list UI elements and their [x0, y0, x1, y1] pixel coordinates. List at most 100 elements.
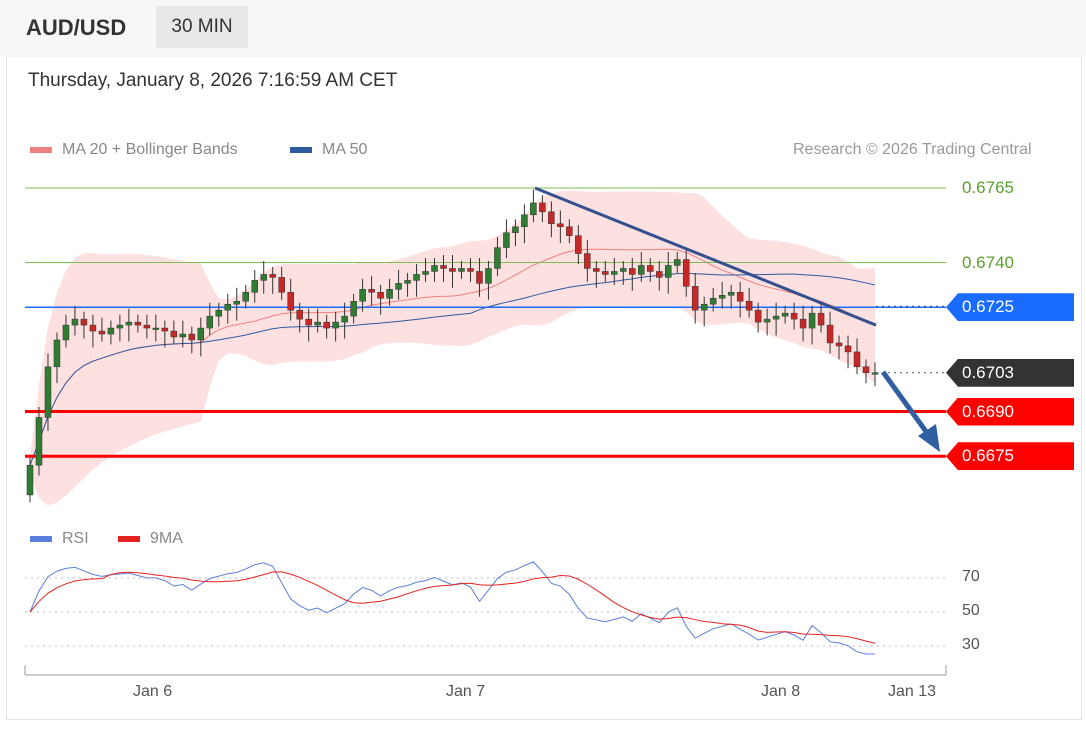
- legend-rsi-label: RSI: [62, 530, 89, 547]
- rsi-axis-label: 70: [962, 568, 980, 585]
- candle-body: [80, 318, 88, 326]
- candle-body: [332, 321, 339, 329]
- candle-body: [458, 268, 465, 272]
- credit: Research © 2026 Trading Central: [793, 141, 1032, 158]
- candle-body: [368, 289, 375, 293]
- candle-body: [359, 289, 366, 302]
- chart-panel: [6, 57, 1082, 720]
- candle-body: [287, 292, 294, 311]
- candle-body: [215, 309, 223, 317]
- candle-body: [377, 292, 384, 299]
- candle-body: [170, 330, 178, 338]
- legend-ma20-label: MA 20 + Bollinger Bands: [62, 141, 238, 158]
- candle-body: [799, 318, 807, 329]
- candle-body: [790, 312, 798, 320]
- candle-body: [682, 259, 690, 287]
- candle-body: [278, 277, 285, 293]
- candle-body: [143, 324, 151, 329]
- candle-body: [638, 265, 645, 275]
- candle-body: [754, 309, 762, 323]
- candle-body: [629, 268, 636, 275]
- candle-body: [611, 271, 618, 275]
- candle-body: [422, 271, 429, 275]
- candle-body: [476, 271, 483, 284]
- level-label-last: 0.6703: [946, 358, 1074, 387]
- candle-body: [242, 292, 249, 302]
- level-label-pivot: 0.6725: [946, 293, 1074, 322]
- candle-body: [835, 342, 843, 347]
- ma20-swatch-icon: [30, 147, 52, 153]
- candle-body: [718, 295, 726, 299]
- x-axis-label: Jan 13: [888, 683, 937, 700]
- candle-body: [224, 303, 232, 311]
- rsi-line: [29, 561, 875, 655]
- candle-body: [341, 315, 348, 323]
- candle-body: [593, 268, 600, 272]
- candle-body: [53, 339, 61, 368]
- candle-body: [413, 274, 420, 281]
- level-label-support: 0.6675: [946, 442, 1074, 471]
- trendline: [534, 186, 877, 327]
- candle-body: [251, 280, 258, 293]
- candle-body: [548, 211, 555, 225]
- legend-rsi-ma: 9MA: [118, 530, 183, 548]
- timestamp: Thursday, January 8, 2026 7:16:59 AM CET: [28, 70, 398, 91]
- timeframe-badge[interactable]: 30 MIN: [156, 6, 248, 48]
- candle-body: [260, 274, 267, 281]
- candle-body: [467, 268, 474, 272]
- candle-body: [71, 318, 79, 326]
- candle-body: [440, 265, 447, 269]
- level-label-resistance: 0.6740: [962, 252, 1014, 272]
- rsi-swatch-icon: [30, 536, 52, 542]
- candle-body: [512, 226, 519, 233]
- candle-body: [745, 300, 753, 311]
- legend-ma50: MA 50: [290, 141, 367, 159]
- candle-body: [691, 286, 699, 311]
- candle-body: [853, 351, 861, 368]
- candle-body: [485, 268, 492, 284]
- candle-body: [584, 253, 591, 269]
- legend-ma20: MA 20 + Bollinger Bands: [30, 141, 238, 159]
- candle-body: [35, 417, 43, 466]
- symbol: AUD/USD: [26, 15, 127, 40]
- candle-body: [566, 226, 573, 236]
- candle-body: [539, 202, 546, 213]
- candle-body: [494, 247, 501, 269]
- candle-body: [844, 345, 852, 353]
- candle-body: [116, 324, 124, 329]
- candle-body: [323, 321, 330, 329]
- candle-body: [709, 298, 717, 305]
- candle-body: [296, 309, 303, 320]
- candle-body: [233, 300, 241, 305]
- candle-body: [575, 235, 582, 254]
- ma50-line: [29, 272, 876, 466]
- candle-body: [350, 300, 357, 317]
- candle-body: [862, 366, 870, 374]
- forecast-arrow: [880, 370, 933, 439]
- candle-body: [664, 265, 672, 278]
- header: AUD/USD 30 MIN: [0, 0, 1086, 57]
- candle-body: [521, 214, 528, 227]
- candle-body: [404, 280, 411, 284]
- candle-body: [89, 324, 97, 332]
- candle-body: [817, 312, 825, 326]
- candle-body: [386, 289, 393, 299]
- level-label-support: 0.6690: [946, 397, 1074, 426]
- candle-body: [431, 265, 438, 272]
- candle-body: [602, 271, 609, 275]
- candle-body: [395, 283, 402, 290]
- legend-rsi-ma-label: 9MA: [150, 530, 183, 547]
- candle-body: [134, 321, 142, 326]
- candle-body: [305, 318, 312, 326]
- candle-body: [269, 274, 276, 278]
- candle-body: [557, 223, 564, 227]
- candle-body: [763, 318, 771, 323]
- candle-body: [206, 315, 214, 329]
- candle-body: [700, 303, 708, 311]
- candle-body: [727, 292, 735, 296]
- candle-body: [673, 259, 681, 266]
- x-axis-label: Jan 8: [761, 683, 801, 700]
- rsi-ma-swatch-icon: [118, 536, 140, 542]
- legend-ma50-label: MA 50: [322, 141, 368, 158]
